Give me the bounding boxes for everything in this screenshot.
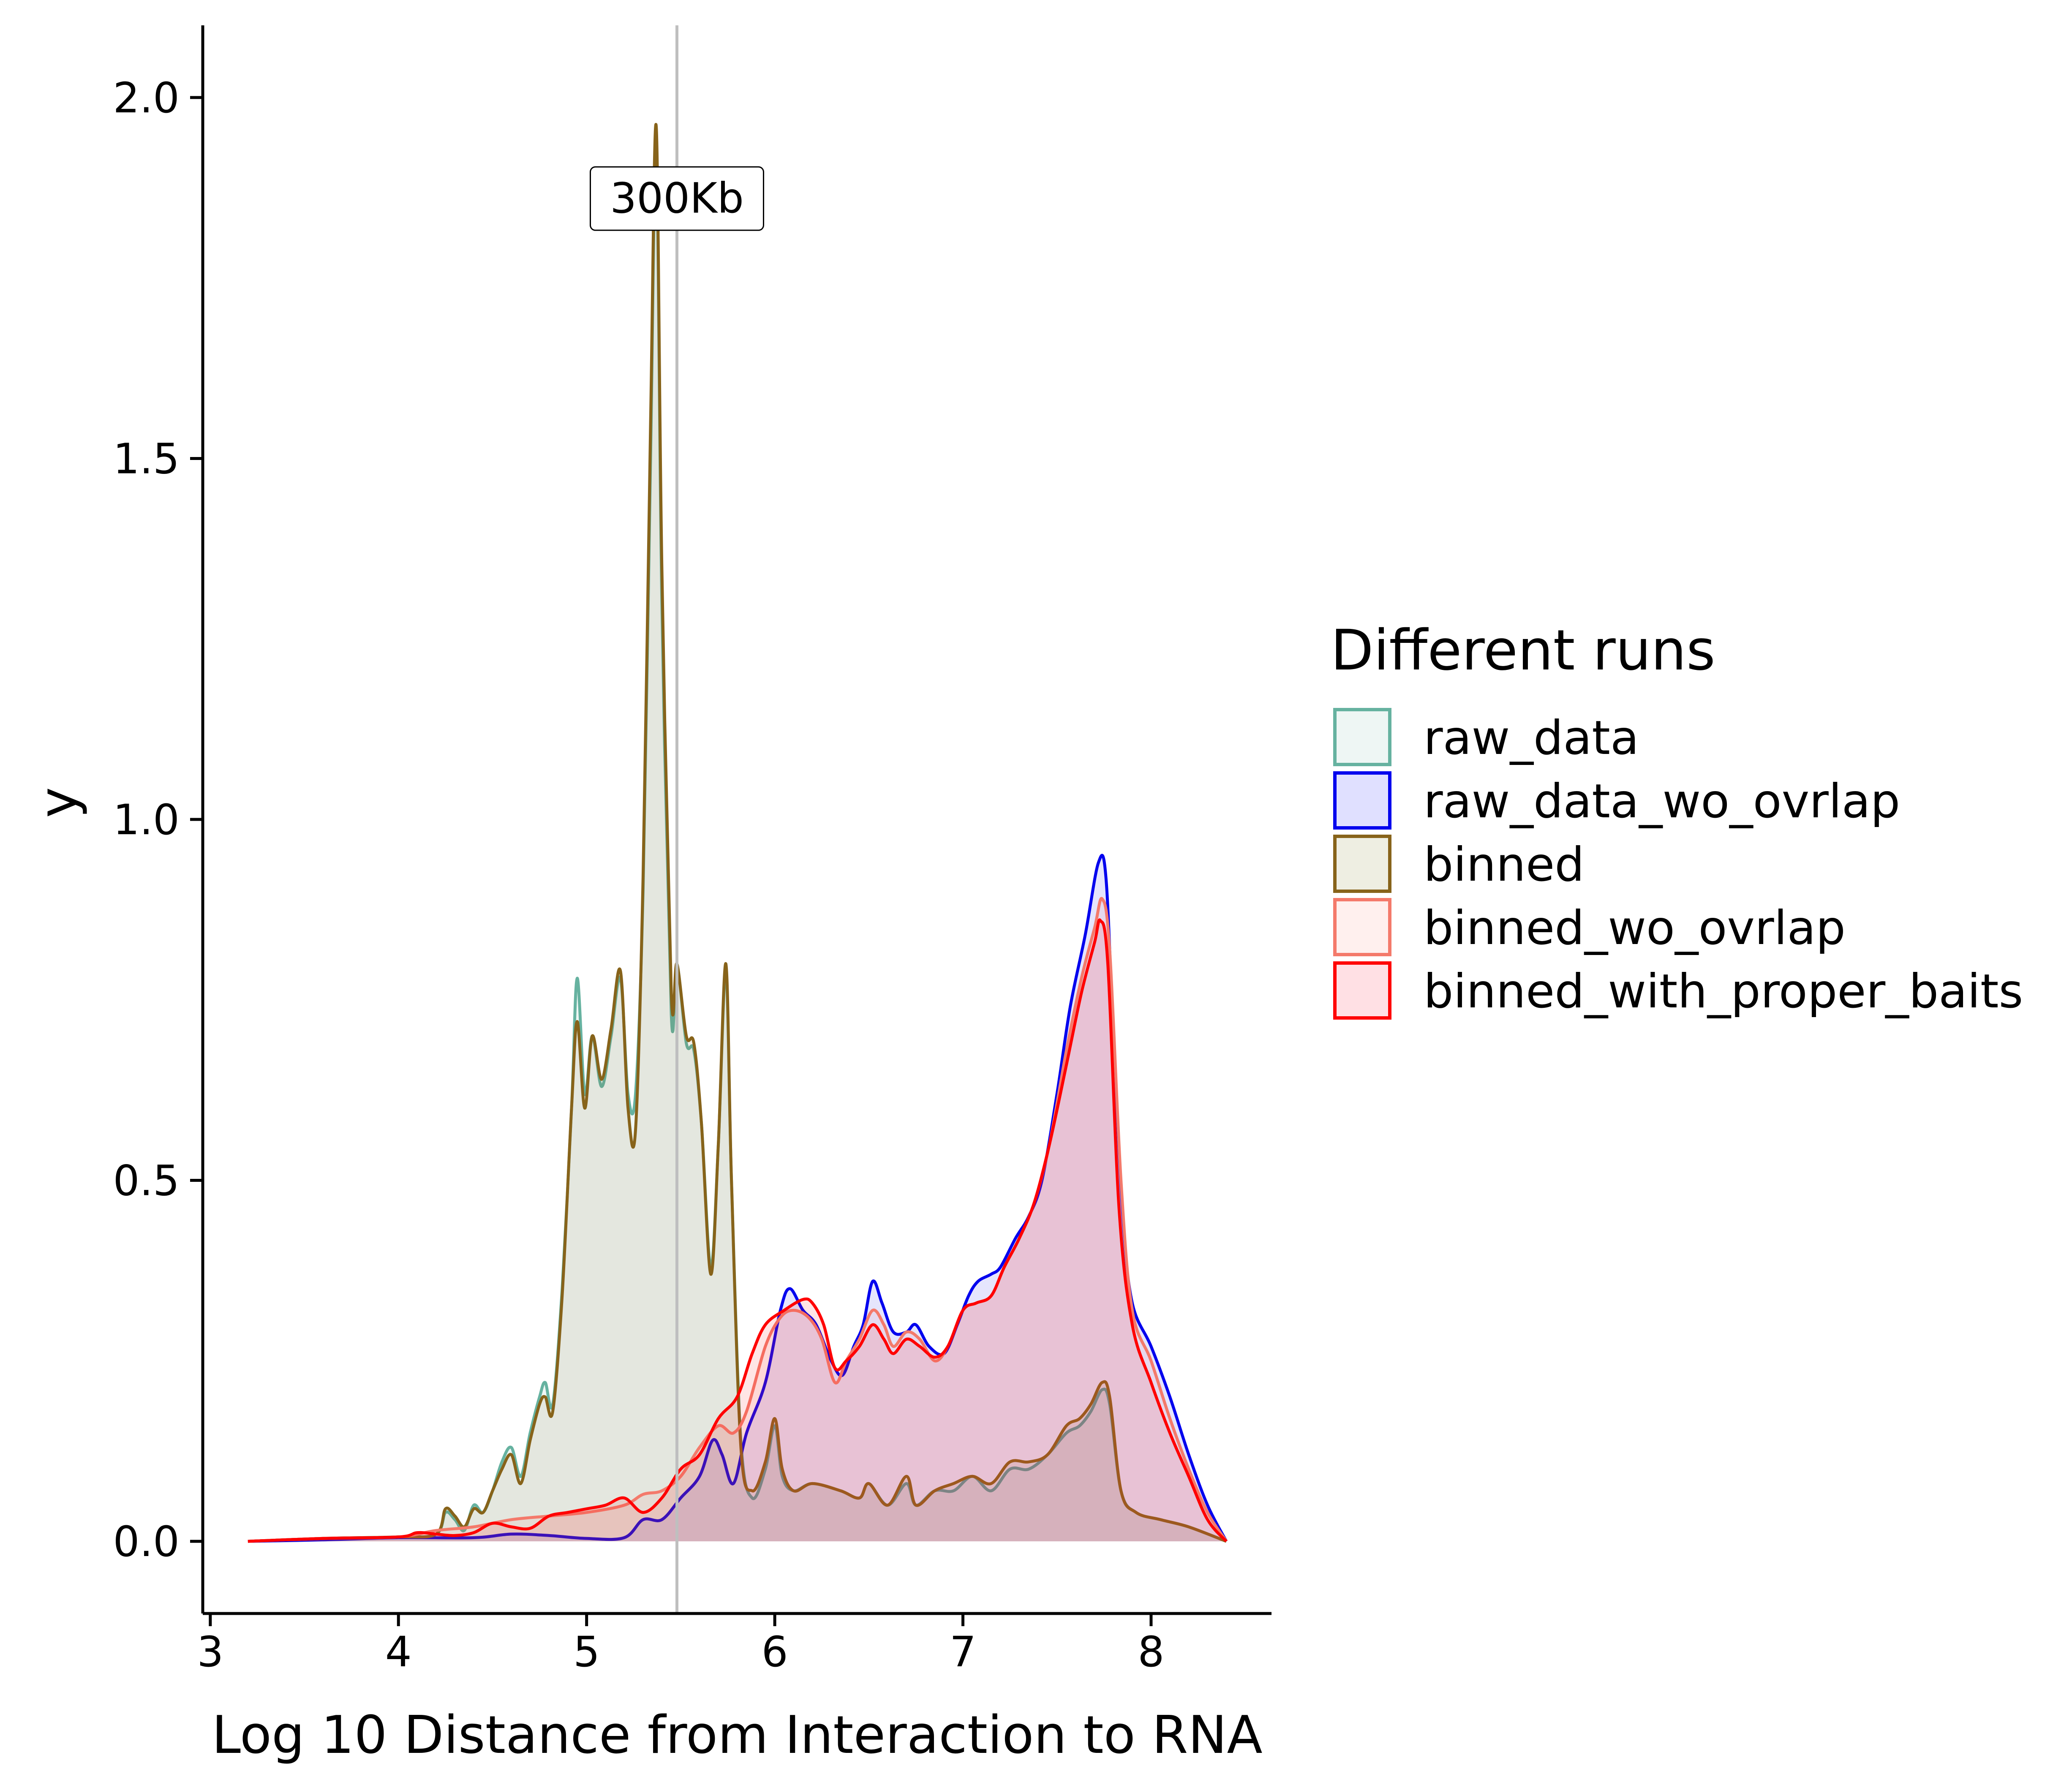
x-tick-label: 5 [573, 1628, 600, 1676]
x-tick-label: 4 [385, 1628, 412, 1676]
legend-title: Different runs [1331, 618, 1715, 683]
legend-label-raw_data: raw_data [1424, 711, 1639, 765]
legend-swatch-binned [1333, 835, 1391, 893]
density-area-raw_data_wo_ovrlap [248, 855, 1227, 1542]
annotation-box [589, 166, 764, 231]
legend-swatch-raw_data_wo_ovrlap [1333, 771, 1391, 830]
legend-label-binned_wo_ovrlap: binned_wo_ovrlap [1424, 901, 1846, 955]
y-tick-label: 0.0 [113, 1518, 180, 1566]
x-tick-label: 3 [197, 1628, 223, 1676]
annotation-label: 300Kb [610, 174, 744, 223]
axes: 3 4 5 6 7 8 0.0 0.5 1.0 1.5 2.0 [113, 25, 1272, 1676]
y-tick-label: 1.5 [113, 435, 180, 483]
legend-label-raw_data_wo_ovrlap: raw_data_wo_ovrlap [1424, 774, 1900, 829]
density-area-binned_wo_ovrlap [248, 898, 1227, 1542]
density-line-binned_wo_ovrlap [248, 897, 1228, 1543]
plot-area [248, 123, 1228, 1543]
x-axis-title: Log 10 Distance from Interaction to RNA [212, 1705, 1262, 1766]
legend-label-binned: binned [1424, 838, 1585, 892]
legend-swatch-binned_wo_ovrlap [1333, 898, 1391, 956]
density-line-binned_with_proper_baits [248, 918, 1228, 1543]
annotation-layer: 300Kb [589, 166, 764, 231]
y-tick-label: 2.0 [113, 74, 180, 122]
x-tick-label: 8 [1138, 1628, 1164, 1676]
legend-swatch-binned_with_proper_baits [1333, 961, 1391, 1020]
x-tick-label: 7 [950, 1628, 976, 1676]
x-tick-label: 6 [762, 1628, 788, 1676]
y-tick-label: 0.5 [113, 1157, 180, 1205]
density-area-binned_with_proper_baits [248, 920, 1227, 1542]
legend-label-binned_with_proper_baits: binned_with_proper_baits [1424, 964, 2023, 1019]
y-axis-title: y [28, 787, 89, 818]
legend-swatch-raw_data [1333, 708, 1391, 766]
legend: Different runs raw_data raw_data_wo_ovrla… [1331, 618, 2023, 1020]
y-tick-label: 1.0 [113, 796, 180, 844]
density-line-binned [248, 123, 1227, 1543]
